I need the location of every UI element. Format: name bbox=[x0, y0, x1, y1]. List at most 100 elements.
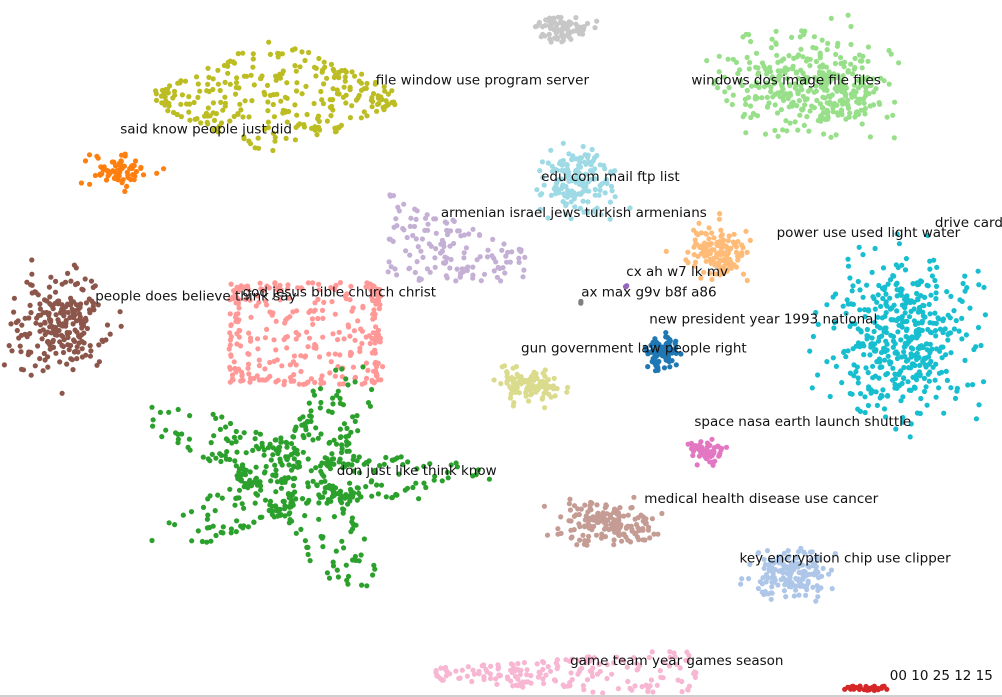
data-point bbox=[26, 349, 32, 355]
data-point bbox=[782, 582, 788, 588]
data-point bbox=[360, 364, 366, 370]
data-point bbox=[250, 56, 256, 62]
data-point bbox=[898, 315, 905, 322]
data-point bbox=[602, 505, 608, 511]
data-point bbox=[175, 80, 181, 86]
cluster-5 bbox=[385, 192, 528, 284]
data-point bbox=[76, 311, 82, 317]
data-point bbox=[487, 675, 494, 682]
data-point bbox=[99, 171, 105, 177]
data-point bbox=[941, 410, 947, 416]
data-point bbox=[715, 85, 721, 91]
data-point bbox=[880, 265, 887, 271]
data-point bbox=[213, 415, 219, 421]
data-point bbox=[915, 320, 922, 326]
cluster-label: said know people just did bbox=[120, 121, 292, 137]
data-point bbox=[667, 364, 673, 370]
data-point bbox=[251, 375, 257, 381]
data-point bbox=[38, 322, 44, 328]
data-point bbox=[859, 121, 865, 127]
data-point bbox=[755, 70, 762, 76]
data-point bbox=[318, 399, 324, 406]
data-point bbox=[208, 440, 214, 446]
data-point bbox=[672, 654, 678, 660]
data-point bbox=[248, 314, 254, 320]
data-point bbox=[878, 303, 884, 309]
data-point bbox=[306, 497, 312, 503]
data-point bbox=[70, 321, 76, 327]
data-point bbox=[964, 285, 970, 291]
data-point bbox=[343, 434, 349, 440]
data-point bbox=[791, 593, 797, 599]
data-point bbox=[234, 495, 240, 501]
data-point bbox=[320, 67, 326, 73]
data-point bbox=[553, 30, 559, 36]
data-point bbox=[555, 531, 561, 537]
data-point bbox=[382, 88, 388, 94]
data-point bbox=[330, 456, 337, 462]
data-point bbox=[880, 295, 886, 302]
data-point bbox=[823, 64, 830, 70]
data-point bbox=[322, 489, 328, 495]
data-point bbox=[902, 267, 909, 273]
data-point bbox=[560, 140, 566, 146]
data-point bbox=[933, 283, 940, 289]
data-point bbox=[161, 166, 167, 172]
data-point bbox=[717, 239, 723, 245]
data-point bbox=[914, 290, 920, 297]
data-point bbox=[631, 494, 637, 500]
data-point bbox=[582, 524, 588, 530]
data-point bbox=[127, 166, 133, 172]
data-point bbox=[373, 364, 380, 370]
data-point bbox=[264, 302, 270, 308]
data-point bbox=[832, 60, 839, 67]
data-point bbox=[524, 672, 530, 678]
data-point bbox=[533, 389, 539, 395]
data-point bbox=[730, 56, 736, 62]
data-point bbox=[747, 237, 753, 243]
data-point bbox=[298, 368, 304, 375]
data-point bbox=[215, 492, 221, 498]
data-point bbox=[364, 280, 370, 286]
data-point bbox=[748, 83, 755, 89]
data-point bbox=[824, 87, 830, 93]
data-point bbox=[592, 192, 598, 198]
data-point bbox=[60, 349, 67, 356]
data-point bbox=[932, 328, 939, 334]
data-point bbox=[33, 290, 39, 296]
data-point bbox=[354, 497, 360, 503]
data-point bbox=[233, 428, 239, 435]
data-point bbox=[273, 447, 279, 453]
data-point bbox=[654, 360, 661, 366]
data-point bbox=[591, 523, 597, 530]
data-point bbox=[522, 377, 529, 383]
data-point bbox=[743, 101, 749, 107]
data-point bbox=[205, 65, 211, 71]
data-point bbox=[776, 568, 782, 574]
data-point bbox=[290, 359, 297, 365]
data-point bbox=[744, 87, 750, 94]
data-point bbox=[298, 353, 304, 359]
data-point bbox=[787, 564, 793, 570]
data-point bbox=[890, 334, 897, 340]
data-point bbox=[868, 82, 874, 88]
data-point bbox=[771, 560, 777, 566]
data-point bbox=[361, 536, 367, 542]
data-point bbox=[918, 278, 925, 285]
data-point bbox=[779, 68, 785, 74]
data-point bbox=[521, 267, 527, 273]
data-point bbox=[29, 257, 35, 263]
data-point bbox=[250, 447, 256, 453]
data-point bbox=[847, 110, 853, 116]
data-point bbox=[308, 408, 314, 414]
data-point bbox=[310, 280, 316, 286]
data-point bbox=[825, 116, 831, 122]
data-point bbox=[313, 425, 319, 431]
data-point bbox=[832, 86, 838, 92]
data-point bbox=[319, 97, 325, 103]
data-point bbox=[212, 508, 218, 514]
data-point bbox=[299, 91, 305, 97]
data-point bbox=[716, 53, 722, 59]
data-point bbox=[783, 594, 789, 600]
data-point bbox=[335, 337, 341, 343]
